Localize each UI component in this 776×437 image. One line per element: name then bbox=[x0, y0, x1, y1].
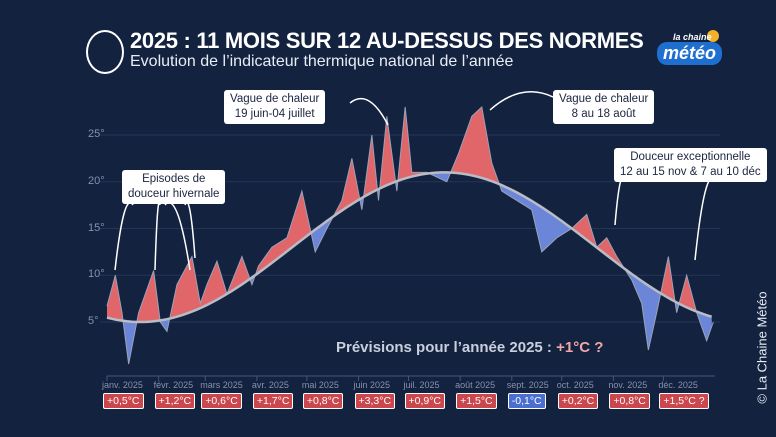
y-tick-label: 20° bbox=[88, 174, 105, 187]
y-tick-label: 5° bbox=[88, 315, 99, 327]
month-anomaly-badge: +1,5°C ? bbox=[659, 393, 709, 409]
month-anomaly-badge: +3,3°C bbox=[354, 393, 396, 409]
month-anomaly-badge: -0,1°C bbox=[507, 393, 546, 409]
normal-line bbox=[106, 171, 713, 324]
chart-title: 2025 : 11 MOIS SUR 12 AU-DESSUS DES NORM… bbox=[130, 28, 644, 53]
y-tick-label: 10° bbox=[88, 268, 105, 281]
month-anomaly-badge: +1,5°C bbox=[456, 393, 497, 409]
forecast-value: +1°C ? bbox=[556, 339, 604, 356]
month-label: juil. 2025 bbox=[403, 380, 440, 390]
month-label: sept. 2025 bbox=[506, 380, 549, 390]
month-label: avr. 2025 bbox=[251, 380, 289, 390]
annotation-arrow bbox=[694, 177, 716, 261]
annotation-arrow bbox=[614, 176, 626, 226]
month-anomaly-badge: +0,2°C bbox=[557, 393, 599, 409]
month-anomaly-badge: +1,7°C bbox=[252, 393, 294, 409]
forecast: Prévisions pour l’année 2025 : +1°C ? bbox=[336, 339, 603, 356]
month-label: juin 2025 bbox=[353, 380, 391, 390]
y-tick-label: 15° bbox=[88, 221, 105, 234]
month-anomaly-badge: +0,5°C bbox=[103, 393, 144, 409]
thermometer-globe-icon bbox=[86, 30, 124, 74]
month-label: mai 2025 bbox=[301, 380, 339, 390]
month-anomaly-badge: +0,8°C bbox=[302, 393, 344, 409]
month-label: août 2025 bbox=[455, 380, 496, 390]
below-normal-area bbox=[107, 172, 714, 365]
month-anomaly-badge: +0,8°C bbox=[609, 393, 650, 409]
annotation-arrow bbox=[154, 202, 161, 271]
month-anomaly-badge: +0,9°C bbox=[404, 393, 446, 409]
month-anomaly-badge: +0,6°C bbox=[201, 393, 242, 409]
forecast-label: Prévisions pour l’année 2025 : bbox=[336, 339, 552, 356]
annotation-heatwave-june: Vague de chaleur 19 juin-04 juillet bbox=[224, 90, 326, 124]
month-label: mars 2025 bbox=[200, 380, 243, 390]
annotation-winter-mildness: Episodes de douceur hivernale bbox=[122, 170, 226, 204]
brand-small: la chaine bbox=[673, 32, 712, 42]
month-label: déc. 2025 bbox=[658, 380, 698, 390]
above-normal-area bbox=[107, 106, 714, 322]
month-label: févr. 2025 bbox=[153, 380, 194, 390]
observed-line bbox=[106, 105, 714, 365]
annotation-arrow bbox=[489, 91, 554, 111]
sun-icon bbox=[707, 30, 719, 42]
chart-subtitle: Evolution de l’indicateur thermique nati… bbox=[130, 53, 514, 70]
annotation-heatwave-august: Vague de chaleur 8 au 18 août bbox=[553, 90, 655, 124]
annotation-exceptional-mildness: Douceur exceptionnelle 12 au 15 nov & 7 … bbox=[614, 148, 767, 182]
y-tick-label: 25° bbox=[88, 128, 105, 140]
annotation-arrow bbox=[164, 202, 191, 271]
month-label: oct. 2025 bbox=[556, 380, 594, 390]
month-anomaly-badge: +1,2°C bbox=[154, 393, 196, 409]
brand-big: météo bbox=[657, 42, 723, 65]
annotation-arrow bbox=[114, 202, 134, 271]
annotation-arrow bbox=[349, 98, 389, 126]
brand-logo: la chaine météo bbox=[655, 30, 723, 70]
month-label: janv. 2025 bbox=[102, 380, 143, 390]
month-label: nov. 2025 bbox=[608, 380, 648, 390]
